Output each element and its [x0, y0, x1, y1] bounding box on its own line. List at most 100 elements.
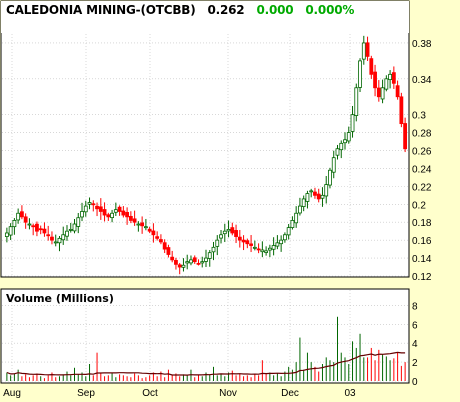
- candle-body: [61, 234, 66, 241]
- candle-body: [335, 148, 340, 156]
- volume-tick-label: 4: [412, 339, 418, 350]
- candle-body: [140, 222, 145, 227]
- x-axis-label: 03: [344, 388, 356, 399]
- candle-body: [16, 212, 21, 221]
- candle-body: [395, 85, 400, 98]
- candle-body: [222, 230, 227, 235]
- candle-body: [279, 239, 284, 245]
- candle-body: [4, 232, 9, 237]
- candle-body: [230, 227, 235, 234]
- candle-body: [316, 193, 321, 200]
- candle-body: [57, 237, 62, 244]
- candle-body: [219, 234, 223, 239]
- x-axis-labels: Aug Sep Oct Nov Dec 03: [3, 388, 356, 399]
- volume-tick-label: 6: [412, 320, 418, 331]
- last-price: 0.262: [207, 3, 245, 17]
- candle-body: [170, 256, 175, 261]
- candle-body: [294, 212, 299, 224]
- candle-body: [166, 247, 171, 255]
- candle-body: [267, 247, 272, 251]
- candle-body: [388, 73, 392, 81]
- candle-body: [20, 211, 24, 218]
- candle-body: [136, 223, 141, 226]
- candle-body: [380, 87, 385, 100]
- candle-body: [275, 242, 280, 247]
- candle-body: [181, 264, 186, 268]
- candle-body: [155, 236, 160, 239]
- price-y-axis: 0.38 0.34 0.3 0.28 0.26 0.24 0.22 0.2 0.18 0.16 0.…: [412, 39, 432, 283]
- candle-body: [249, 243, 253, 246]
- price-tick-label: 0.12: [412, 272, 432, 283]
- candle-body: [117, 206, 122, 212]
- volume-panel-title: Volume (Millions): [6, 292, 114, 305]
- candle-body: [391, 72, 396, 84]
- candle-body: [177, 264, 182, 268]
- candle-body: [290, 220, 295, 228]
- candle-body: [369, 58, 374, 75]
- percent-change: 0.000%: [305, 3, 355, 17]
- candle-body: [309, 190, 314, 193]
- price-tick-label: 0.2: [412, 200, 426, 211]
- candle-body: [125, 212, 130, 218]
- candle-body: [87, 202, 92, 205]
- candle-body: [384, 78, 389, 90]
- volume-tick-label: 8: [412, 301, 418, 312]
- price-tick-label: 0.28: [412, 129, 432, 140]
- candle-body: [192, 257, 197, 263]
- candle-body: [68, 228, 73, 231]
- price-tick-label: 0.38: [412, 39, 432, 50]
- candle-body: [95, 205, 99, 210]
- candle-body: [286, 227, 291, 236]
- price-tick-label: 0.14: [412, 254, 432, 265]
- candle-body: [174, 259, 178, 265]
- candle-body: [91, 203, 96, 206]
- candle-body: [237, 236, 242, 241]
- candle-body: [185, 261, 190, 264]
- candle-body: [260, 249, 265, 253]
- candle-body: [80, 211, 84, 218]
- candle-body: [301, 198, 306, 208]
- price-tick-label: 0.16: [412, 236, 432, 247]
- price-tick-label: 0.24: [412, 164, 432, 175]
- price-change: 0.000: [256, 3, 294, 17]
- price-tick-label: 0.18: [412, 218, 432, 229]
- candle-body: [128, 215, 133, 221]
- volume-tick-label: 2: [412, 358, 418, 369]
- candle-body: [132, 218, 137, 223]
- candle-body: [143, 226, 148, 229]
- candle-body: [350, 114, 355, 132]
- candle-body: [204, 257, 208, 262]
- candle-body: [313, 191, 317, 196]
- candle-body: [189, 259, 193, 264]
- candle-body: [343, 139, 347, 144]
- candle-body: [106, 214, 111, 218]
- candle-body: [373, 71, 377, 89]
- price-panel: [0, 0, 410, 278]
- candle-body: [215, 239, 220, 247]
- candle-body: [151, 230, 156, 236]
- candle-body: [200, 261, 205, 264]
- candle-body: [282, 234, 287, 241]
- candle-body: [65, 230, 69, 237]
- volume-moving-average-line: [6, 351, 406, 376]
- price-grid: [2, 34, 408, 277]
- candle-body: [305, 193, 310, 202]
- price-tick-label: 0.22: [412, 182, 432, 193]
- candle-body: [121, 210, 126, 216]
- price-tick-label: 0.3: [412, 111, 426, 122]
- chart-header: CALEDONIA MINING-(OTCBB) 0.262 0.000 0.0…: [6, 3, 362, 19]
- candle-body: [38, 228, 43, 231]
- volume-y-axis: 8 6 4 2 0: [412, 301, 418, 388]
- candle-body: [72, 223, 77, 232]
- price-panel-title-bar: [1, 1, 409, 33]
- candle-body: [12, 220, 17, 228]
- candle-body: [256, 248, 261, 251]
- candle-body: [83, 205, 88, 213]
- candle-body: [27, 223, 32, 226]
- x-axis-label: Oct: [142, 388, 158, 399]
- candle-body: [264, 250, 269, 253]
- x-axis-label: Aug: [3, 388, 21, 399]
- candle-body: [162, 242, 167, 250]
- candle-body: [196, 262, 201, 265]
